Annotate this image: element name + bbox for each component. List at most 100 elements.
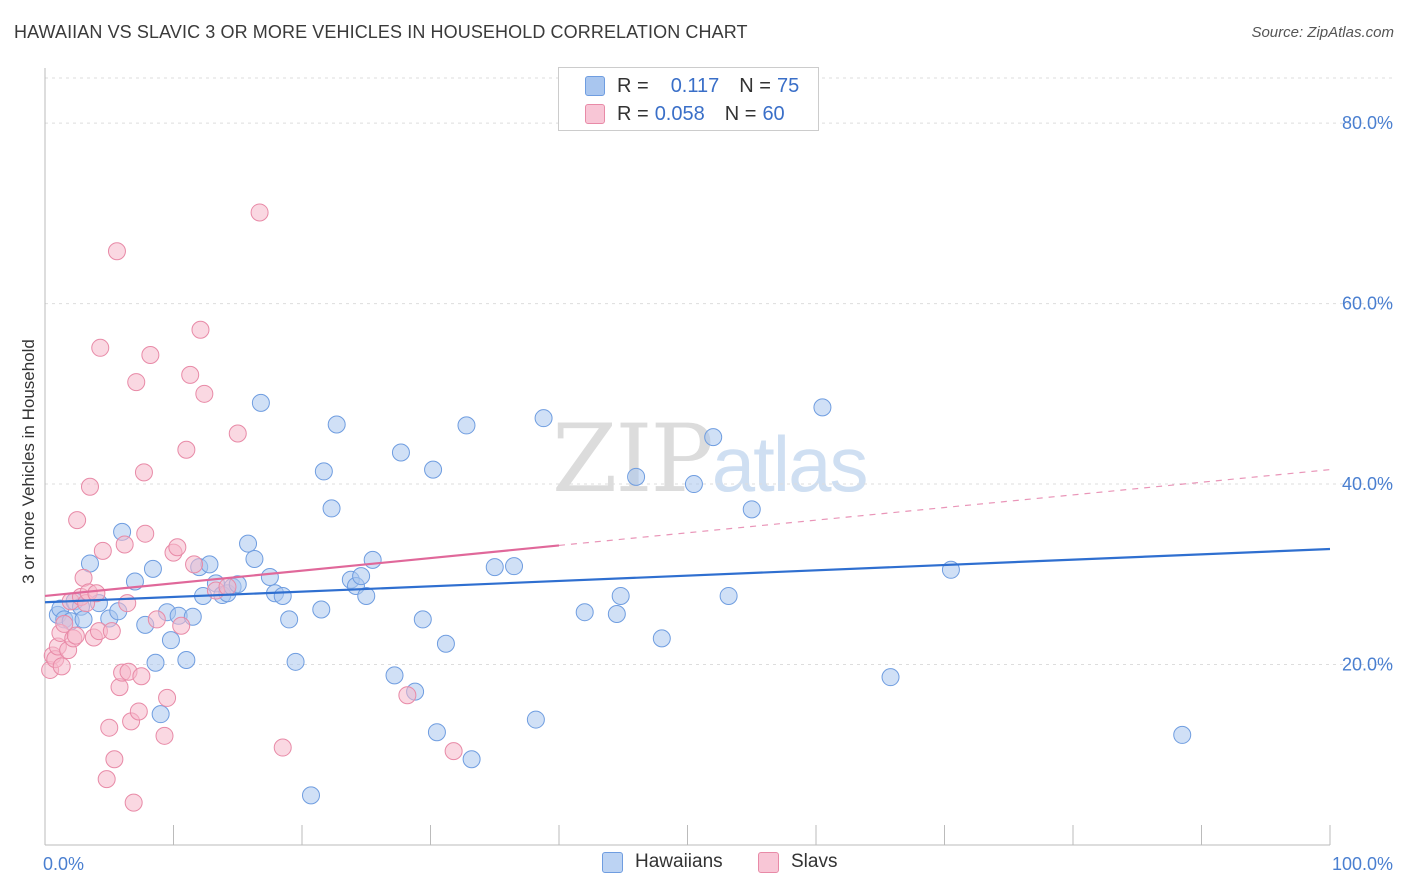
n-label: N =: [739, 74, 771, 97]
hawaiians-point-18: [161, 631, 180, 650]
watermark-atlas: atlas: [711, 420, 869, 508]
hawaiians-point-62: [607, 604, 626, 623]
chart-title: HAWAIIAN VS SLAVIC 3 OR MORE VEHICLES IN…: [14, 22, 748, 42]
slavs-point-23: [100, 718, 119, 737]
y-axis-label: 3 or more Vehicles in Household: [19, 339, 38, 584]
slavs-point-40: [147, 610, 166, 629]
slavs-point-11: [68, 511, 87, 530]
hawaiians-point-32: [251, 393, 270, 412]
hawaiians-trend-line: [44, 547, 1331, 604]
hawaiians-point-36: [280, 610, 299, 629]
hawaiians-point-58: [505, 557, 524, 576]
n-value: 60: [762, 102, 785, 125]
slavs-point-48: [185, 555, 204, 574]
slavs-point-33: [124, 793, 143, 812]
slavs-point-5: [52, 657, 71, 676]
hawaiians-point-64: [627, 467, 646, 486]
slavs-point-21: [93, 541, 112, 560]
slavs-point-10: [66, 626, 85, 645]
hawaiians-point-41: [322, 499, 341, 518]
hawaiians-point-53: [427, 723, 446, 742]
hawaiians-point-56: [462, 750, 481, 769]
watermark-zip: ZIP: [552, 405, 714, 514]
hawaiians-legend-swatch: [602, 851, 623, 873]
slavs-point-53: [228, 424, 247, 443]
hawaiians-swatch: [585, 76, 605, 96]
hawaiians-point-24: [200, 555, 219, 574]
hawaiians-point-47: [363, 550, 382, 569]
r-value: 0.117: [670, 74, 720, 97]
slavs-point-45: [172, 616, 191, 635]
hawaiians-point-33: [260, 568, 279, 587]
slavs-point-38: [136, 524, 155, 543]
stats-legend-row-slavs: R = 0.058 N = 60: [585, 101, 785, 127]
y-tick-label-80: 80.0%: [1342, 113, 1393, 133]
hawaiians-point-69: [742, 500, 761, 519]
slavs-swatch: [585, 104, 605, 124]
series-legend: Hawaiians Slavs: [0, 851, 1406, 877]
stats-legend: R = 0.117 N = 75 R = 0.058 N = 60: [558, 67, 819, 131]
slavs-point-18: [87, 584, 106, 603]
hawaiians-point-59: [526, 710, 545, 729]
slavs-point-35: [129, 702, 148, 721]
hawaiians-point-67: [704, 428, 723, 447]
hawaiians-point-37: [286, 652, 305, 671]
slavs-point-50: [195, 384, 214, 403]
hawaiians-point-60: [534, 409, 553, 428]
y-tick-label-40: 40.0%: [1342, 474, 1393, 494]
slavs-point-57: [444, 742, 463, 761]
slavs-point-42: [158, 688, 177, 707]
slavs-point-26: [107, 242, 126, 261]
hawaiians-point-46: [357, 586, 376, 605]
hawaiians-point-68: [719, 586, 738, 605]
hawaiians-point-6: [74, 610, 93, 629]
stats-legend-row-hawaiians: R = 0.117 N = 75: [585, 73, 799, 99]
slavs-point-25: [105, 750, 124, 769]
hawaiians-point-45: [352, 567, 371, 586]
hawaiians-point-16: [151, 705, 170, 724]
slavs-point-54: [250, 203, 269, 222]
slavs-point-16: [80, 477, 99, 496]
hawaiians-point-63: [611, 586, 630, 605]
slavs-point-29: [115, 535, 134, 554]
slavs-point-56: [398, 686, 417, 705]
legend-item-slavs[interactable]: Slavs: [758, 851, 837, 873]
n-value: 75: [776, 74, 800, 97]
slavs-point-39: [141, 346, 160, 365]
slavs-point-6: [55, 614, 74, 633]
hawaiians-point-66: [684, 475, 703, 494]
hawaiians-point-48: [385, 666, 404, 685]
slavs-legend-swatch: [758, 851, 779, 873]
legend-item-hawaiians[interactable]: Hawaiians: [602, 851, 723, 873]
slavs-trend-line: [44, 544, 560, 598]
hawaiians-point-42: [327, 415, 346, 434]
hawaiians-point-70: [813, 398, 832, 417]
slavs-point-22: [97, 770, 116, 789]
hawaiians-point-73: [1173, 725, 1192, 744]
slavs-point-34: [127, 373, 146, 392]
hawaiians-legend-label: Hawaiians: [635, 851, 723, 872]
hawaiians-point-31: [245, 549, 264, 568]
n-label: N =: [724, 102, 757, 125]
r-label: R =: [617, 102, 649, 125]
hawaiians-point-14: [143, 559, 162, 578]
x-tick-label-min: 0.0%: [43, 854, 84, 874]
hawaiians-point-54: [436, 634, 455, 653]
slavs-legend-label: Slavs: [791, 851, 838, 872]
source-credit: Source: ZipAtlas.com: [1251, 24, 1394, 41]
hawaiians-point-35: [273, 586, 292, 605]
slavs-point-20: [91, 338, 110, 357]
y-tick-label-60: 60.0%: [1342, 294, 1393, 314]
hawaiians-point-71: [881, 668, 900, 687]
hawaiians-point-30: [239, 534, 258, 553]
slavs-point-46: [177, 440, 196, 459]
slavs-point-36: [132, 667, 151, 686]
hawaiians-point-61: [575, 603, 594, 622]
slavs-point-52: [218, 577, 237, 596]
y-tick-label-20: 20.0%: [1342, 655, 1393, 675]
hawaiians-point-49: [391, 443, 410, 462]
slavs-point-30: [118, 594, 137, 613]
hawaiians-point-39: [312, 600, 331, 619]
x-tick-label-max: 100.0%: [1332, 854, 1393, 874]
